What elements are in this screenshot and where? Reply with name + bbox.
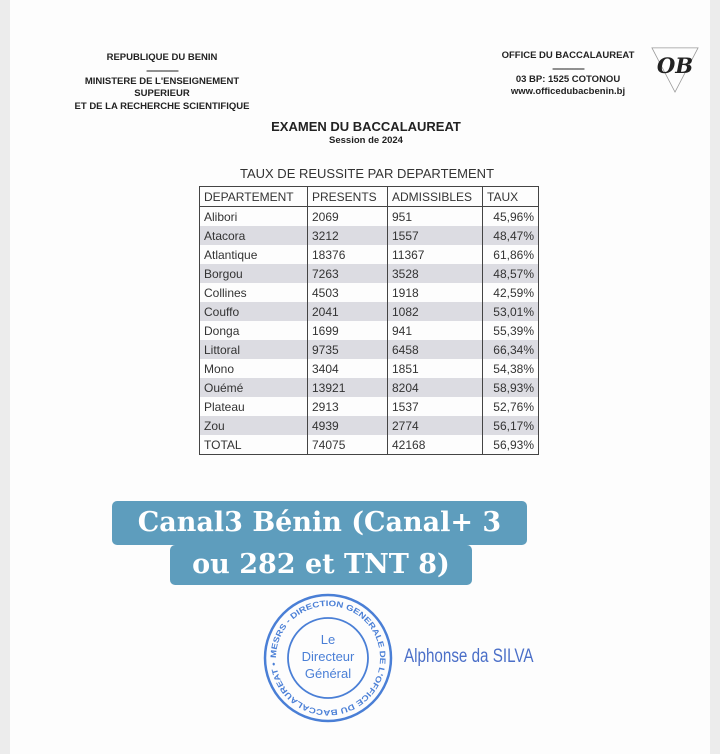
table-row: Collines 4503 1918 42,59%	[199, 283, 539, 302]
department-cell: Donga	[199, 321, 308, 340]
official-stamp: MESRS - DIRECTION GENERALE DE L'OFFICE D…	[263, 593, 393, 723]
table-row: Atlantique 18376 11367 61,86%	[199, 245, 539, 264]
office-name: OFFICE DU BACCALAUREAT	[501, 50, 635, 61]
ministry-line: ET DE LA RECHERCHE SCIENTIFIQUE	[74, 100, 250, 112]
table-caption: TAUX DE REUSSITE PAR DEPARTEMENT	[239, 166, 495, 181]
department-cell: Collines	[199, 283, 308, 302]
svg-text:OB: OB	[657, 53, 693, 78]
rate-cell: 55,39%	[482, 321, 539, 340]
department-cell: Zou	[199, 416, 308, 435]
ministry-line: SUPERIEUR	[134, 88, 190, 99]
rate-cell: 52,76%	[482, 397, 539, 416]
rate-cell: 48,57%	[482, 264, 539, 283]
rate-cell: 61,86%	[482, 245, 539, 264]
rate-cell: 45,96%	[482, 206, 539, 226]
admissibles-cell: 1557	[387, 226, 483, 245]
svg-text:Le: Le	[321, 632, 335, 647]
table-row: Ouémé 13921 8204 58,93%	[199, 378, 539, 397]
presents-cell: 13921	[307, 378, 388, 397]
presents-cell: 2913	[307, 397, 388, 416]
admissibles-cell: 1851	[387, 359, 483, 378]
separator: -------------------	[146, 65, 179, 75]
signatory-name: Alphonse da SILVA	[404, 646, 534, 667]
rate-cell: 56,17%	[482, 416, 539, 435]
department-cell: Atlantique	[199, 245, 308, 264]
department-cell: Borgou	[199, 264, 308, 283]
department-cell: Mono	[199, 359, 308, 378]
rate-cell: 53,01%	[482, 302, 539, 321]
table-row: Donga 1699 941 55,39%	[199, 321, 539, 340]
department-cell: Littoral	[199, 340, 308, 359]
table-row: Plateau 2913 1537 52,76%	[199, 397, 539, 416]
table-row: Zou 4939 2774 56,17%	[199, 416, 539, 435]
overlay-caption-line1: Canal3 Bénin (Canal+ 3	[112, 501, 527, 545]
admissibles-cell: 2774	[387, 416, 483, 435]
admissibles-cell: 1918	[387, 283, 483, 302]
department-cell: Ouémé	[199, 378, 308, 397]
table-row: Alibori 2069 951 45,96%	[199, 206, 539, 226]
presents-cell: 3212	[307, 226, 388, 245]
presents-cell: 74075	[307, 435, 388, 455]
department-cell: Couffo	[199, 302, 308, 321]
overlay-caption-line2: ou 282 et TNT 8)	[170, 545, 472, 585]
department-cell: Plateau	[199, 397, 308, 416]
department-cell: TOTAL	[199, 435, 308, 455]
admissibles-cell: 11367	[387, 245, 483, 264]
admissibles-cell: 951	[387, 206, 483, 226]
rate-cell: 42,59%	[482, 283, 539, 302]
column-header: TAUX	[482, 186, 539, 207]
svg-text:Général: Général	[305, 666, 351, 681]
column-header: DEPARTEMENT	[199, 186, 308, 207]
office-address: 03 BP: 1525 COTONOU	[515, 73, 621, 85]
table-row: Atacora 3212 1557 48,47%	[199, 226, 539, 245]
rate-cell: 48,47%	[482, 226, 539, 245]
presents-cell: 3404	[307, 359, 388, 378]
admissibles-cell: 8204	[387, 378, 483, 397]
column-header: ADMISSIBLES	[387, 186, 483, 207]
admissibles-cell: 1082	[387, 302, 483, 321]
presents-cell: 1699	[307, 321, 388, 340]
results-table: DEPARTEMENT PRESENTS ADMISSIBLES TAUX Al…	[199, 186, 539, 455]
separator: -------------------	[552, 63, 585, 73]
header-left: REPUBLIQUE DU BENIN ------------------- …	[62, 52, 262, 113]
department-cell: Atacora	[199, 226, 308, 245]
column-header: PRESENTS	[307, 186, 388, 207]
presents-cell: 9735	[307, 340, 388, 359]
admissibles-cell: 6458	[387, 340, 483, 359]
presents-cell: 4503	[307, 283, 388, 302]
table-row: Borgou 7263 3528 48,57%	[199, 264, 539, 283]
svg-text:Directeur: Directeur	[302, 649, 355, 664]
rate-cell: 56,93%	[482, 435, 539, 455]
office-logo-icon: OB	[651, 47, 699, 93]
admissibles-cell: 1537	[387, 397, 483, 416]
country-name: REPUBLIQUE DU BENIN	[106, 52, 218, 63]
document-title: EXAMEN DU BACCALAUREAT	[271, 119, 461, 134]
rate-cell: 58,93%	[482, 378, 539, 397]
table-row: Littoral 9735 6458 66,34%	[199, 340, 539, 359]
header-right: OFFICE DU BACCALAUREAT -----------------…	[494, 50, 642, 99]
office-website: www.officedubacbenin.bj	[510, 86, 626, 97]
presents-cell: 18376	[307, 245, 388, 264]
rate-cell: 54,38%	[482, 359, 539, 378]
admissibles-cell: 941	[387, 321, 483, 340]
table-row: TOTAL 74075 42168 56,93%	[199, 435, 539, 455]
rate-cell: 66,34%	[482, 340, 539, 359]
presents-cell: 7263	[307, 264, 388, 283]
admissibles-cell: 42168	[387, 435, 483, 455]
department-cell: Alibori	[199, 206, 308, 226]
ministry-line: MINISTERE DE L'ENSEIGNEMENT	[84, 75, 240, 87]
admissibles-cell: 3528	[387, 264, 483, 283]
table-row: Couffo 2041 1082 53,01%	[199, 302, 539, 321]
table-header-row: DEPARTEMENT PRESENTS ADMISSIBLES TAUX	[199, 186, 539, 207]
session-label: Session de 2024	[329, 135, 403, 146]
table-row: Mono 3404 1851 54,38%	[199, 359, 539, 378]
presents-cell: 2041	[307, 302, 388, 321]
presents-cell: 2069	[307, 206, 388, 226]
presents-cell: 4939	[307, 416, 388, 435]
